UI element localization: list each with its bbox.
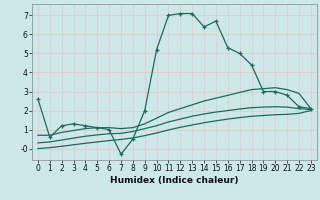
X-axis label: Humidex (Indice chaleur): Humidex (Indice chaleur)	[110, 176, 239, 185]
